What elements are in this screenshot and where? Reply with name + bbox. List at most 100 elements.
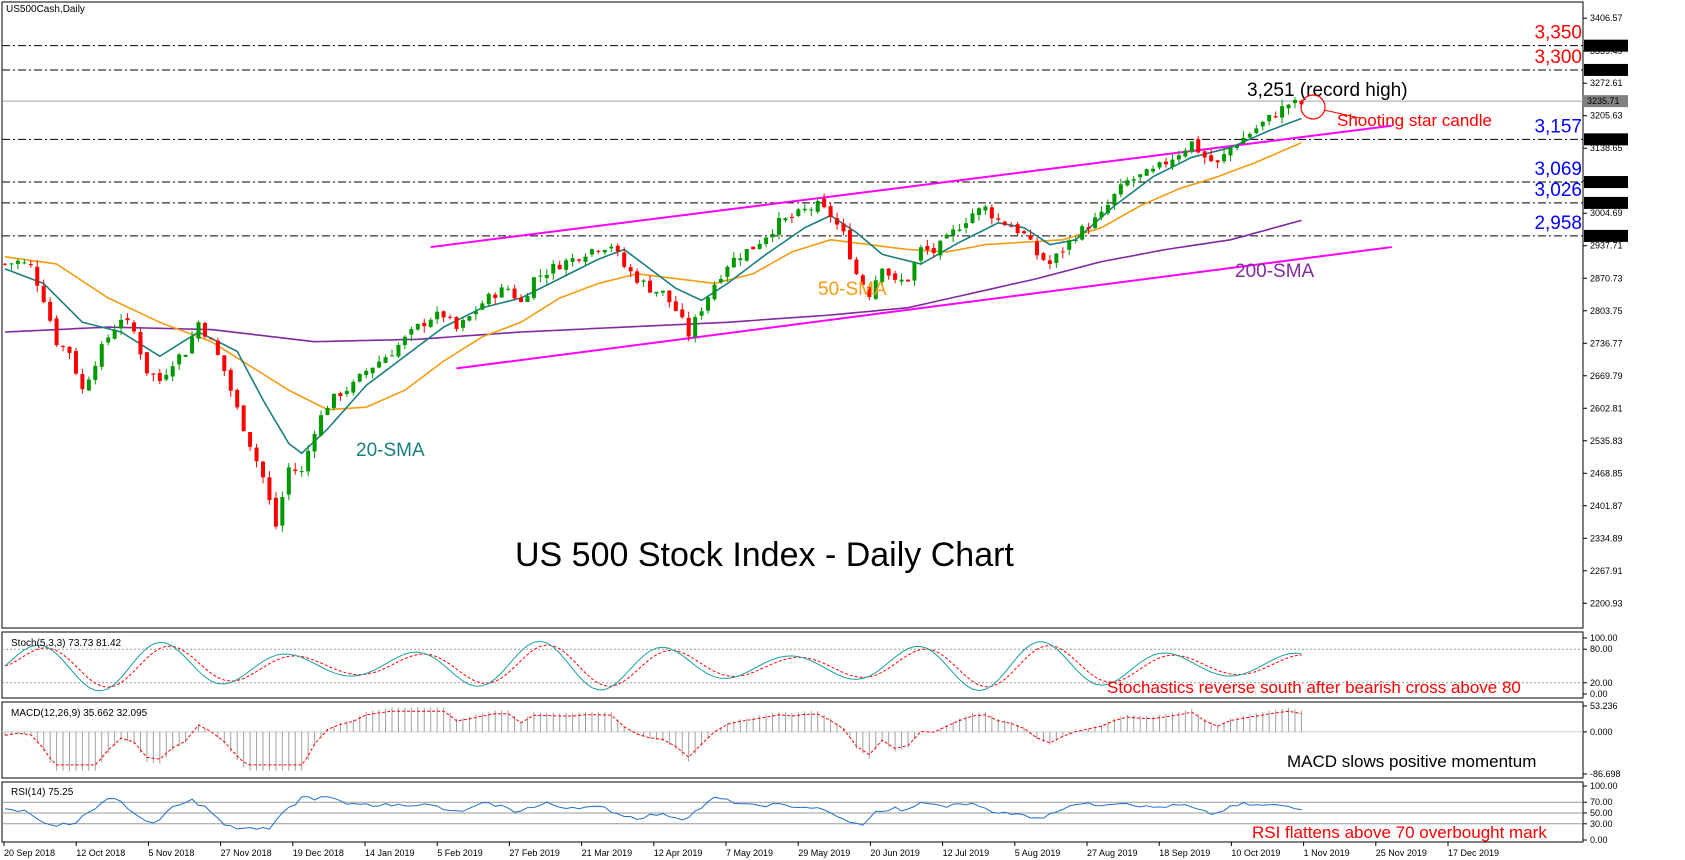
candle-body bbox=[1260, 121, 1265, 127]
date-tick-label: 20 Jun 2019 bbox=[870, 848, 920, 858]
candle-body bbox=[925, 245, 930, 250]
candle-body bbox=[918, 247, 923, 261]
candle-body bbox=[809, 209, 814, 211]
price-box-label: 3026.00 bbox=[1587, 198, 1620, 208]
candle-body bbox=[22, 262, 27, 264]
date-tick-label: 12 Oct 2018 bbox=[76, 848, 125, 858]
candle-body bbox=[1054, 253, 1059, 264]
date-axis: 20 Sep 2018 12 Oct 2018 5 Nov 2018 27 Nov 2… bbox=[3, 842, 1499, 858]
candle-body bbox=[441, 311, 446, 318]
date-tick-label: 27 Aug 2019 bbox=[1087, 848, 1138, 858]
candle-body bbox=[718, 279, 723, 283]
candle-body bbox=[1222, 154, 1227, 162]
indicator-tick-label: 0.00 bbox=[1590, 835, 1608, 845]
candle-body bbox=[970, 213, 975, 224]
candle-body bbox=[802, 208, 807, 211]
candle-body bbox=[402, 336, 407, 345]
stoch-panel-frame bbox=[1, 631, 1584, 699]
candle-body bbox=[931, 248, 936, 254]
candle-body bbox=[499, 287, 504, 298]
date-tick-label: 25 Nov 2019 bbox=[1376, 848, 1427, 858]
shooting-star-label: Shooting star candle bbox=[1337, 111, 1492, 130]
price-tick-label: 3406.57 bbox=[1590, 13, 1623, 23]
candle-body bbox=[615, 245, 620, 252]
candle-body bbox=[344, 391, 349, 395]
candle-body bbox=[1002, 221, 1007, 226]
candle-body bbox=[944, 234, 949, 239]
candle-body bbox=[847, 229, 852, 260]
indicator-tick-label: 80.00 bbox=[1590, 644, 1613, 654]
price-tick-label: 2401.87 bbox=[1590, 501, 1623, 511]
candle-body bbox=[680, 309, 685, 318]
price-box-label: 3350.00 bbox=[1587, 41, 1620, 51]
candle-body bbox=[828, 206, 833, 218]
candle-body bbox=[1189, 141, 1194, 153]
candle-body bbox=[648, 280, 652, 293]
candle-body bbox=[1125, 180, 1130, 186]
candle-body bbox=[744, 249, 749, 261]
candle-body bbox=[757, 243, 762, 249]
candle-body bbox=[1157, 162, 1162, 168]
candle-body bbox=[1273, 116, 1278, 118]
trend-channel bbox=[430, 124, 1392, 370]
candle-body bbox=[1009, 226, 1014, 228]
candle-body bbox=[428, 319, 433, 327]
candle-body bbox=[306, 450, 311, 472]
level-label: 3,069 bbox=[1534, 159, 1582, 180]
candle-body bbox=[151, 373, 156, 375]
rsi-note: RSI flattens above 70 overbought mark bbox=[1252, 823, 1547, 842]
candle-body bbox=[422, 322, 427, 327]
candle-body bbox=[686, 317, 691, 337]
macd-panel-frame bbox=[1, 701, 1584, 779]
price-tick-label: 2535.83 bbox=[1590, 436, 1623, 446]
candle-body bbox=[215, 340, 220, 355]
rsi-label: RSI(14) 75.25 bbox=[11, 787, 74, 798]
date-tick-label: 18 Sep 2019 bbox=[1159, 848, 1210, 858]
rsi-panel-frame bbox=[1, 781, 1584, 843]
indicator-tick-label: -86.698 bbox=[1590, 769, 1621, 779]
candle-body bbox=[364, 370, 369, 376]
candle-body bbox=[1183, 150, 1188, 157]
date-tick-label: 12 Apr 2019 bbox=[654, 848, 703, 858]
sma200-line bbox=[4, 219, 1302, 343]
candle-body bbox=[964, 223, 969, 228]
candle-body bbox=[660, 290, 665, 293]
candle-body bbox=[448, 316, 453, 318]
candle-body bbox=[241, 405, 246, 432]
candle-body bbox=[144, 352, 149, 374]
candle-body bbox=[183, 354, 188, 357]
candle-body bbox=[667, 290, 672, 303]
candle-body bbox=[1196, 139, 1201, 153]
indicator-tick-label: 70.00 bbox=[1590, 797, 1613, 807]
candle-body bbox=[1131, 179, 1136, 181]
date-tick-label: 5 Nov 2018 bbox=[148, 848, 194, 858]
candle-body bbox=[602, 249, 607, 253]
date-tick-label: 5 Feb 2019 bbox=[437, 848, 483, 858]
candle-body bbox=[693, 317, 698, 337]
sma20-line bbox=[4, 117, 1302, 455]
date-tick-label: 14 Jan 2019 bbox=[365, 848, 415, 858]
candle-body bbox=[41, 285, 46, 303]
candle-body bbox=[390, 355, 394, 357]
record-high-label: 3,251 (record high) bbox=[1247, 80, 1408, 101]
price-tick-label: 2870.73 bbox=[1590, 273, 1623, 283]
candle-body bbox=[3, 263, 7, 265]
candle-body bbox=[80, 374, 85, 390]
candle-body bbox=[1170, 159, 1175, 167]
channel-lower-line bbox=[456, 246, 1392, 370]
candle-body bbox=[1093, 217, 1098, 228]
candle-body bbox=[1060, 251, 1065, 253]
candle-body bbox=[286, 467, 291, 495]
candle-body bbox=[132, 322, 136, 332]
candle-body bbox=[61, 346, 66, 348]
candle-body bbox=[157, 372, 162, 381]
candle-body bbox=[1144, 169, 1149, 176]
candle-body bbox=[1138, 174, 1143, 178]
level-label: 2,958 bbox=[1534, 213, 1582, 234]
shooting-star-pointer bbox=[1323, 109, 1361, 119]
price-tick-label: 2803.75 bbox=[1590, 306, 1623, 316]
candle-body bbox=[1118, 184, 1123, 195]
price-tick-label: 3004.69 bbox=[1590, 208, 1623, 218]
